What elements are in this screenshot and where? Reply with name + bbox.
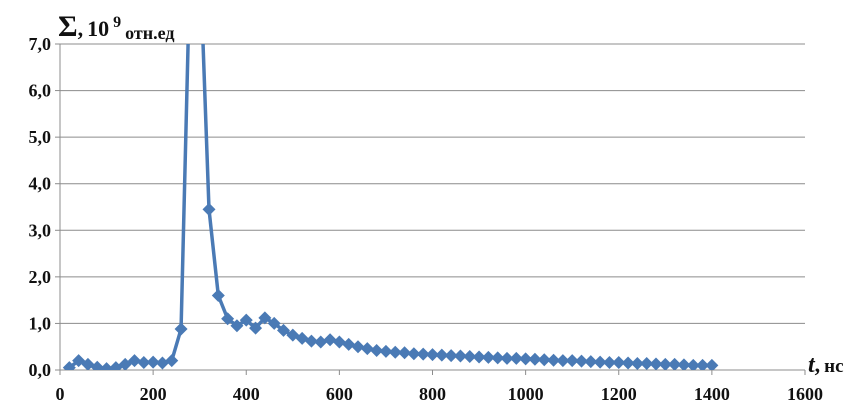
y-label-separator: , — [77, 16, 84, 41]
data-point — [323, 333, 337, 347]
y-axis-label: Σ, 10 9 отн.ед — [58, 10, 174, 44]
x-tick-label: 1200 — [601, 384, 637, 404]
data-point — [342, 337, 356, 351]
data-point — [398, 346, 412, 360]
data-point — [584, 355, 598, 369]
y-tick-label: 0,0 — [29, 360, 52, 380]
data-point — [444, 349, 458, 363]
axes — [55, 43, 806, 375]
data-point — [519, 352, 533, 366]
data-point — [407, 347, 421, 361]
data-point — [360, 342, 374, 356]
series-group — [62, 44, 719, 370]
data-point — [146, 355, 160, 369]
data-point — [686, 358, 700, 370]
data-point — [668, 357, 682, 370]
y-label-unit: отн.ед — [125, 23, 175, 43]
x-tick-label: 800 — [419, 384, 446, 404]
data-point — [453, 349, 467, 363]
data-point — [314, 335, 328, 349]
data-point — [416, 347, 430, 361]
x-tick-label: 1600 — [787, 384, 823, 404]
data-point — [491, 351, 505, 365]
data-point — [630, 356, 644, 370]
data-point — [509, 351, 523, 365]
data-point — [62, 361, 76, 370]
x-tick-labels: 0 200 400 600 800 1000 1200 1400 1600 — [56, 384, 824, 404]
x-tick-label: 1400 — [694, 384, 730, 404]
data-point — [304, 334, 318, 348]
data-point — [90, 360, 104, 370]
data-point — [370, 343, 384, 357]
data-point — [249, 321, 263, 335]
data-point — [137, 356, 151, 370]
data-point — [537, 353, 551, 367]
data-point — [230, 319, 244, 333]
data-point — [388, 345, 402, 359]
y-tick-label: 4,0 — [29, 174, 52, 194]
y-tick-labels: 0,0 1,0 2,0 3,0 4,0 5,0 6,0 7,0 — [29, 34, 52, 380]
data-point — [593, 355, 607, 369]
x-tick-label: 400 — [233, 384, 260, 404]
series-line — [68, 44, 712, 370]
data-point — [612, 356, 626, 370]
x-label-unit: нс — [824, 356, 844, 377]
x-tick-label: 600 — [326, 384, 353, 404]
data-point — [426, 348, 439, 362]
data-point — [221, 312, 235, 326]
data-point — [351, 340, 365, 354]
data-point — [258, 311, 272, 325]
x-label-variable: t — [808, 352, 815, 378]
data-point — [239, 313, 253, 327]
data-point — [640, 356, 654, 370]
x-tick-label: 1000 — [508, 384, 544, 404]
x-label-separator: , — [814, 352, 821, 377]
data-point — [472, 350, 486, 364]
data-point — [463, 349, 477, 363]
data-point — [602, 356, 616, 370]
y-tick-label: 7,0 — [29, 34, 52, 54]
y-label-exponent: 9 — [113, 14, 122, 31]
data-point — [481, 350, 495, 364]
data-point — [696, 358, 710, 370]
x-axis-label: t, нс — [808, 352, 844, 379]
data-point — [211, 288, 225, 302]
data-point — [649, 357, 663, 370]
data-point — [277, 323, 290, 337]
data-point — [556, 354, 570, 368]
y-tick-label: 6,0 — [29, 81, 52, 101]
y-tick-label: 5,0 — [29, 127, 52, 147]
y-tick-label: 2,0 — [29, 267, 52, 287]
data-point — [174, 322, 188, 336]
data-point — [621, 356, 635, 370]
data-point — [547, 353, 561, 367]
data-point — [575, 354, 588, 368]
data-point — [155, 356, 169, 370]
x-tick-label: 200 — [140, 384, 167, 404]
data-point — [165, 354, 179, 368]
sigma-symbol: Σ — [58, 10, 78, 43]
data-point — [295, 331, 309, 345]
data-point — [677, 358, 691, 370]
data-point — [109, 361, 123, 370]
data-point — [528, 352, 542, 366]
grid-lines — [60, 43, 805, 324]
data-point — [435, 348, 449, 362]
data-point — [379, 344, 393, 358]
data-point — [658, 357, 672, 370]
y-label-base: 10 — [87, 16, 110, 41]
data-point — [72, 354, 86, 368]
data-point — [202, 202, 216, 216]
y-tick-label: 1,0 — [29, 313, 52, 333]
data-point — [118, 357, 132, 370]
data-point — [332, 335, 346, 349]
data-point — [267, 316, 281, 330]
x-tick-label: 0 — [56, 384, 65, 404]
data-point — [500, 351, 514, 365]
y-tick-label: 3,0 — [29, 220, 52, 240]
data-point — [128, 354, 141, 368]
data-point — [705, 358, 719, 370]
data-point — [565, 354, 579, 368]
